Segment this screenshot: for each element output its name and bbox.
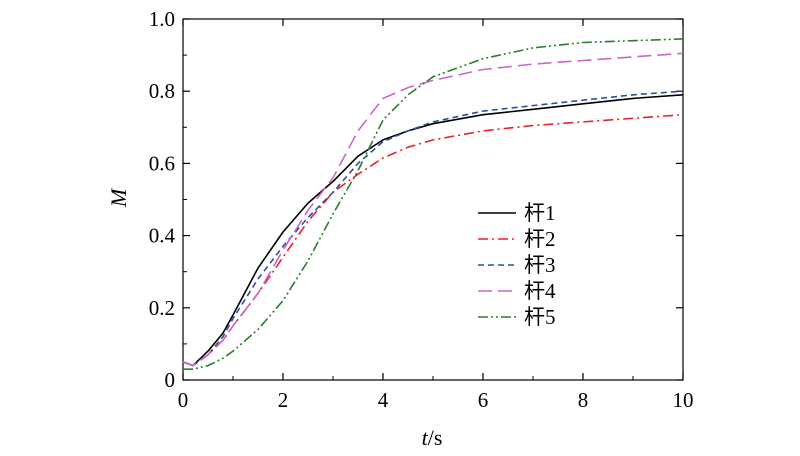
y-axis-title: M [106, 187, 131, 208]
x-tick-label: 2 [278, 388, 289, 412]
legend-label-3: 杆3 [524, 253, 556, 277]
series-lines [182, 38, 684, 371]
series-line-3 [182, 90, 684, 367]
legend-label-1: 杆1 [524, 201, 556, 225]
y-tick-label: 0.4 [149, 224, 176, 248]
series-line-1 [182, 94, 684, 367]
series-line-4 [182, 52, 684, 367]
series-line-2 [182, 113, 684, 367]
series-line-5 [183, 38, 684, 371]
plot-frame [182, 18, 684, 381]
x-tick-label: 0 [178, 388, 189, 412]
x-axis-unit: /s [428, 425, 443, 450]
x-tick-label: 8 [578, 388, 589, 412]
x-axis-ticks: 0 2 4 6 8 10 [178, 19, 694, 412]
y-tick-label: 0.8 [149, 79, 175, 103]
x-axis-variable: t [422, 425, 429, 450]
y-tick-label: 0.2 [149, 296, 175, 320]
x-tick-label: 10 [673, 388, 694, 412]
y-axis-ticks: 0 0.2 0.4 0.6 0.8 1.0 [149, 7, 683, 392]
y-tick-label: 0 [165, 368, 176, 392]
legend-label-4: 杆4 [524, 279, 556, 303]
y-tick-label: 0.6 [149, 151, 175, 175]
x-tick-label: 6 [478, 388, 489, 412]
x-tick-label: 4 [378, 388, 389, 412]
legend-label-2: 杆2 [524, 227, 556, 251]
x-axis-title: t/s [422, 425, 443, 450]
plot-area [182, 18, 684, 381]
y-tick-label: 1.0 [149, 7, 175, 31]
legend-label-5: 杆5 [524, 305, 556, 329]
